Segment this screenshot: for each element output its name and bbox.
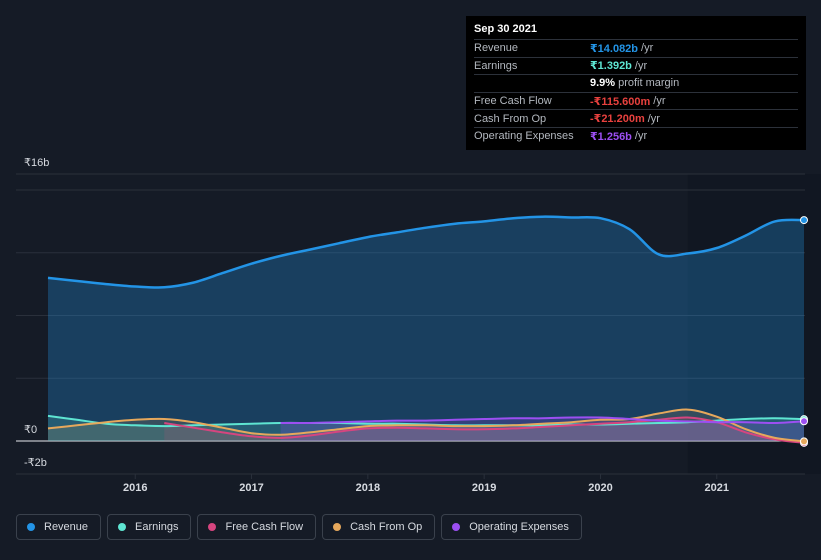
tooltip-row-unit: /yr <box>653 95 666 108</box>
line-free_cash_flow <box>164 416 805 444</box>
tooltip-row: Earnings ₹1.392b/yr <box>474 56 798 75</box>
legend-item-revenue[interactable]: Revenue <box>16 514 102 540</box>
legend: Revenue Earnings Free Cash Flow Cash From O… <box>16 514 588 540</box>
grid <box>16 173 805 475</box>
tooltip-row-value: ₹14.082b <box>590 42 639 55</box>
legend-item-free-cash-flow[interactable]: Free Cash Flow <box>197 514 317 540</box>
legend-label: Free Cash Flow <box>225 521 304 533</box>
data-tooltip: Sep 30 2021 Revenue ₹14.082b/yr Earnings ₹1… <box>466 16 806 150</box>
tooltip-row-unit: profit margin <box>618 77 680 90</box>
y-label-bottom: -₹2b <box>24 457 47 469</box>
tooltip-row-unit: /yr <box>641 42 654 55</box>
x-tick-label: 2019 <box>472 482 496 494</box>
y-label-top: ₹16b <box>24 157 50 169</box>
end-markers <box>800 216 808 447</box>
line-revenue <box>47 215 805 289</box>
legend-item-operating-expenses[interactable]: Operating Expenses <box>441 514 582 540</box>
x-tick-label: 2020 <box>588 482 612 494</box>
tooltip-row-value: -₹21.200m <box>590 113 645 126</box>
end-marker-operating_expenses <box>800 417 808 426</box>
legend-label: Revenue <box>44 521 89 533</box>
x-axis: 2016 2017 2018 2019 2020 2021 <box>123 474 729 494</box>
x-tick-label: 2018 <box>356 482 380 494</box>
tooltip-row: Free Cash Flow -₹115.600m/yr <box>474 91 798 110</box>
tooltip-row-unit: /yr <box>634 59 648 72</box>
x-tick-label: 2016 <box>123 482 147 494</box>
legend-label: Cash From Op <box>350 521 423 533</box>
legend-dot-icon <box>333 523 342 531</box>
area-revenue <box>48 216 804 441</box>
forecast-shade <box>687 174 821 474</box>
tooltip-row-unit: /yr <box>634 130 648 143</box>
y-label-zero: ₹0 <box>24 424 38 436</box>
tooltip-row: 9.9% profit margin <box>474 74 798 92</box>
tooltip-row-label: Free Cash Flow <box>474 95 552 108</box>
series-lines <box>47 215 805 444</box>
end-marker-cash_from_op <box>800 437 808 446</box>
x-tick-label: 2017 <box>239 482 263 494</box>
tooltip-row-label: Cash From Op <box>474 112 547 125</box>
tooltip-row: Operating Expenses ₹1.256b/yr <box>474 126 798 145</box>
tooltip-row-value: ₹1.256b <box>590 130 632 143</box>
legend-dot-icon <box>118 523 127 531</box>
line-operating_expenses <box>280 416 805 425</box>
tooltip-row-label: Operating Expenses <box>474 130 574 143</box>
line-cash_from_op <box>47 408 805 443</box>
legend-dot-icon <box>27 523 35 531</box>
tooltip-row-value: ₹1.392b <box>590 60 632 73</box>
tooltip-row: Cash From Op -₹21.200m/yr <box>474 109 798 127</box>
chart-canvas: 2016 2017 2018 2019 2020 2021 <box>16 173 821 494</box>
x-tick-label: 2021 <box>705 482 729 494</box>
legend-item-cash-from-op[interactable]: Cash From Op <box>322 514 436 540</box>
tooltip-row: Revenue ₹14.082b/yr <box>474 39 798 57</box>
legend-dot-icon <box>452 523 461 531</box>
tooltip-row-unit: /yr <box>647 112 660 125</box>
tooltip-row-value: -₹115.600m <box>590 95 651 108</box>
tooltip-date: Sep 30 2021 <box>474 23 537 35</box>
tooltip-row-value: 9.9% <box>590 77 616 90</box>
tooltip-row-label: Revenue <box>474 42 519 55</box>
legend-dot-icon <box>208 523 217 531</box>
end-marker-revenue <box>800 216 808 225</box>
legend-item-earnings[interactable]: Earnings <box>107 514 192 540</box>
legend-label: Operating Expenses <box>469 521 569 533</box>
tooltip-row-label: Earnings <box>474 59 518 72</box>
legend-label: Earnings <box>135 521 179 533</box>
